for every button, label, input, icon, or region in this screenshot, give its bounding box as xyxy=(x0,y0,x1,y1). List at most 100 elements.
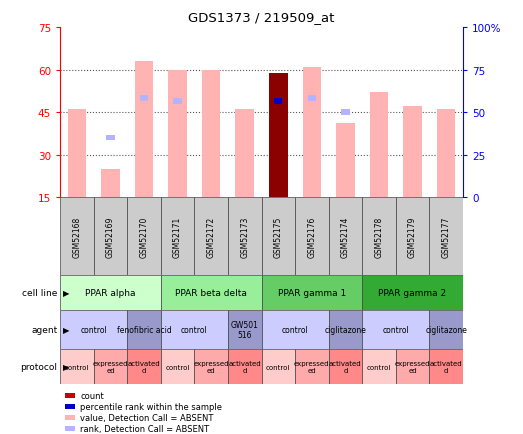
Bar xyxy=(403,107,422,197)
Bar xyxy=(140,96,148,102)
Bar xyxy=(161,276,262,310)
Bar xyxy=(195,197,228,276)
Bar xyxy=(328,349,362,384)
Text: GSM52178: GSM52178 xyxy=(374,216,383,257)
Text: cell line: cell line xyxy=(22,289,58,297)
Bar xyxy=(228,197,262,276)
Bar xyxy=(308,96,316,102)
Text: GW501
516: GW501 516 xyxy=(231,320,259,339)
Bar xyxy=(127,310,161,349)
Bar xyxy=(362,197,396,276)
Text: count: count xyxy=(80,391,104,400)
Text: control: control xyxy=(165,364,190,370)
Text: percentile rank within the sample: percentile rank within the sample xyxy=(80,402,222,411)
Bar xyxy=(303,68,321,197)
Bar xyxy=(174,99,182,105)
Bar xyxy=(60,310,127,349)
Text: PPAR gamma 2: PPAR gamma 2 xyxy=(379,289,447,297)
Bar xyxy=(60,349,94,384)
Bar xyxy=(60,276,161,310)
Bar xyxy=(262,197,295,276)
Text: PPAR beta delta: PPAR beta delta xyxy=(175,289,247,297)
Bar xyxy=(135,62,153,197)
Bar xyxy=(429,349,463,384)
Bar xyxy=(262,310,328,349)
Bar xyxy=(127,349,161,384)
Bar xyxy=(274,99,282,105)
Text: GSM52169: GSM52169 xyxy=(106,216,115,257)
Text: activated
d: activated d xyxy=(229,360,261,373)
Bar xyxy=(127,197,161,276)
Text: control: control xyxy=(181,326,208,334)
Bar xyxy=(328,310,362,349)
Bar xyxy=(94,349,127,384)
Bar xyxy=(262,349,295,384)
Bar xyxy=(362,349,396,384)
Text: GDS1373 / 219509_at: GDS1373 / 219509_at xyxy=(188,11,335,24)
Text: GSM52172: GSM52172 xyxy=(207,216,215,257)
Bar xyxy=(295,197,328,276)
Bar xyxy=(168,70,187,197)
Bar xyxy=(328,197,362,276)
Text: expressed
ed: expressed ed xyxy=(194,360,229,373)
Bar xyxy=(161,310,228,349)
Bar xyxy=(161,349,195,384)
Bar xyxy=(262,276,362,310)
Text: activated
d: activated d xyxy=(329,360,362,373)
Text: agent: agent xyxy=(31,326,58,334)
Text: activated
d: activated d xyxy=(430,360,462,373)
Bar xyxy=(101,169,120,197)
Bar xyxy=(362,276,463,310)
Text: expressed
ed: expressed ed xyxy=(93,360,128,373)
Text: control: control xyxy=(382,326,409,334)
Text: protocol: protocol xyxy=(20,362,58,371)
Bar xyxy=(202,70,220,197)
Text: GSM52170: GSM52170 xyxy=(140,216,149,257)
Text: control: control xyxy=(81,326,107,334)
Bar xyxy=(94,197,127,276)
Bar xyxy=(67,110,86,197)
Text: PPAR alpha: PPAR alpha xyxy=(85,289,136,297)
Text: GSM52177: GSM52177 xyxy=(441,216,451,257)
Bar xyxy=(429,197,463,276)
Text: PPAR gamma 1: PPAR gamma 1 xyxy=(278,289,346,297)
Bar xyxy=(228,310,262,349)
Text: GSM52176: GSM52176 xyxy=(308,216,316,257)
Text: control: control xyxy=(367,364,391,370)
Bar xyxy=(106,135,115,141)
Bar xyxy=(429,310,463,349)
Text: ▶: ▶ xyxy=(63,289,69,297)
Bar xyxy=(195,349,228,384)
Text: rank, Detection Call = ABSENT: rank, Detection Call = ABSENT xyxy=(80,424,209,433)
Bar xyxy=(396,197,429,276)
Text: value, Detection Call = ABSENT: value, Detection Call = ABSENT xyxy=(80,413,213,422)
Bar xyxy=(396,349,429,384)
Text: fenofibric acid: fenofibric acid xyxy=(117,326,172,334)
Text: ▶: ▶ xyxy=(63,326,69,334)
Text: ciglitazone: ciglitazone xyxy=(324,326,366,334)
Bar xyxy=(60,197,94,276)
Text: activated
d: activated d xyxy=(128,360,161,373)
Text: ciglitazone: ciglitazone xyxy=(425,326,467,334)
Bar xyxy=(336,124,355,197)
Bar xyxy=(228,349,262,384)
Bar xyxy=(295,349,328,384)
Text: ▶: ▶ xyxy=(63,362,69,371)
Text: control: control xyxy=(282,326,309,334)
Text: control: control xyxy=(65,364,89,370)
Text: expressed
ed: expressed ed xyxy=(294,360,329,373)
Text: expressed
ed: expressed ed xyxy=(395,360,430,373)
Text: GSM52179: GSM52179 xyxy=(408,216,417,257)
Bar xyxy=(437,110,456,197)
Text: control: control xyxy=(266,364,290,370)
Bar xyxy=(370,93,388,197)
Text: GSM52168: GSM52168 xyxy=(72,216,82,257)
Bar xyxy=(362,310,429,349)
Text: GSM52171: GSM52171 xyxy=(173,216,182,257)
Bar xyxy=(235,110,254,197)
Bar xyxy=(161,197,195,276)
Text: GSM52175: GSM52175 xyxy=(274,216,283,257)
Text: GSM52173: GSM52173 xyxy=(240,216,249,257)
Text: GSM52174: GSM52174 xyxy=(341,216,350,257)
Bar xyxy=(341,110,349,115)
